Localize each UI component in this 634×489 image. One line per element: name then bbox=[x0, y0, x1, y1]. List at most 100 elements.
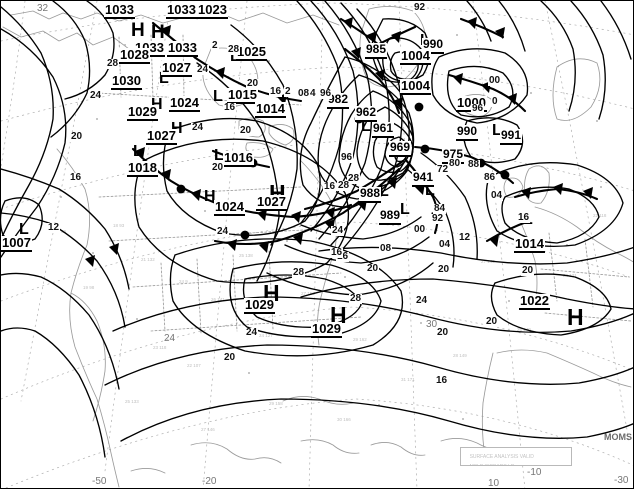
caption-line-1: SURFACE ANALYSIS VALID bbox=[469, 454, 534, 460]
svg-text:29 162: 29 162 bbox=[353, 337, 367, 342]
pressure-value-label: 990 bbox=[456, 125, 479, 141]
isobar-value-label: 24 bbox=[89, 90, 103, 101]
pressure-center-low: L bbox=[133, 143, 143, 160]
isobar-value-label: 20 bbox=[211, 162, 225, 173]
pressure-value-label: 1025 bbox=[236, 44, 267, 61]
isobar-value-label: 80 bbox=[448, 158, 462, 169]
svg-text:18 93: 18 93 bbox=[113, 223, 125, 228]
pressure-value-label: 1022 bbox=[519, 293, 550, 310]
pressure-value-label: 1004 bbox=[400, 78, 431, 95]
pressure-center-low: L bbox=[214, 147, 224, 164]
pressure-value-label: 1014 bbox=[514, 236, 545, 253]
isobar-value-label: 20 bbox=[485, 316, 499, 327]
pressure-value-label: 1016 bbox=[223, 150, 254, 167]
pressure-value-label: 1028 bbox=[119, 47, 150, 64]
isobar-value-label: 32 bbox=[37, 3, 49, 14]
isobar-value-label: 16 bbox=[69, 172, 83, 183]
pressure-center-high: H bbox=[567, 304, 584, 330]
pressure-value-label: 1027 bbox=[256, 194, 287, 211]
svg-text:26 141: 26 141 bbox=[211, 297, 225, 302]
pressure-value-label: 1024 bbox=[169, 95, 200, 112]
svg-text:27 146: 27 146 bbox=[201, 427, 215, 432]
pressure-value-label: 1030 bbox=[111, 73, 142, 90]
isobar-value-label: 16 bbox=[323, 181, 337, 192]
svg-text:24 127: 24 127 bbox=[259, 333, 273, 338]
isobar-value-label: 28 bbox=[106, 58, 120, 69]
pressure-value-label: 1018 bbox=[127, 160, 158, 177]
pressure-value-label: 962 bbox=[355, 106, 378, 122]
isobar-value-label: 04 bbox=[438, 239, 452, 250]
isobar-value-label: 16 bbox=[223, 102, 237, 113]
isobar-value-label: 24 bbox=[331, 225, 345, 236]
corner-tag: MOMS bbox=[604, 432, 632, 442]
svg-text:21 132: 21 132 bbox=[141, 257, 155, 262]
svg-text:23 118: 23 118 bbox=[153, 345, 167, 350]
isobar-value-label: 96 bbox=[471, 103, 485, 114]
pressure-value-label: 982 bbox=[327, 93, 350, 109]
isobar-value-label: 12 bbox=[47, 222, 61, 233]
isobar-value-label: 20 bbox=[366, 263, 380, 274]
isobar-value-label: -30 bbox=[614, 475, 629, 486]
isobar-value-label: 24 bbox=[415, 295, 429, 306]
pressure-value-label: 961 bbox=[372, 122, 395, 138]
svg-text:31 171: 31 171 bbox=[401, 377, 415, 382]
isobar-value-label: 86 bbox=[483, 172, 497, 183]
svg-text:22 107: 22 107 bbox=[187, 363, 201, 368]
isobar-value-label: 16 bbox=[435, 375, 449, 386]
isobar-value-label: 20 bbox=[239, 125, 253, 136]
pressure-value-label: 985 bbox=[365, 43, 388, 59]
isobar-value-label: 92 bbox=[413, 2, 427, 13]
isobar-value-label: 28 bbox=[337, 180, 351, 191]
pressure-value-label: 1023 bbox=[197, 2, 228, 19]
pressure-center-low: L bbox=[230, 48, 240, 65]
pressure-center-low: L bbox=[213, 88, 223, 105]
svg-text:19 98: 19 98 bbox=[83, 285, 95, 290]
isobar-value-label: 24 bbox=[164, 333, 176, 344]
pressure-value-label: 1027 bbox=[161, 60, 192, 77]
isobar-value-label: 24 bbox=[245, 327, 259, 338]
pressure-value-label: 1027 bbox=[146, 128, 177, 145]
pressure-center-low: L bbox=[492, 122, 502, 139]
isobar-value-label: 20 bbox=[223, 352, 237, 363]
isobar-value-label: 2 bbox=[211, 40, 219, 51]
svg-text:25 138: 25 138 bbox=[239, 253, 253, 258]
isobar-value-label: 00 bbox=[413, 224, 427, 235]
pressure-center-low: L bbox=[400, 201, 410, 218]
pressure-value-label: 1033 bbox=[104, 2, 135, 19]
isobar-value-label: 10 bbox=[488, 478, 500, 489]
pressure-value-label: 1014 bbox=[255, 101, 286, 118]
svg-text:27 150: 27 150 bbox=[301, 291, 315, 296]
isobar-value-label: 96 bbox=[340, 152, 354, 163]
isobar-value-label: 00 bbox=[488, 75, 502, 86]
pressure-value-label: 988 bbox=[359, 187, 382, 203]
pressure-value-label: 969 bbox=[389, 141, 412, 157]
isobar-value-label: 28 bbox=[227, 44, 241, 55]
isobar-value-label: 12 bbox=[458, 232, 472, 243]
pressure-center-high: H bbox=[131, 20, 145, 41]
isobar-value-label: -20 bbox=[202, 476, 217, 487]
pressure-value-label: 1029 bbox=[127, 104, 158, 121]
isobar-value-label: 72 bbox=[436, 164, 450, 175]
isobar-value-label: 04 bbox=[490, 190, 504, 201]
pressure-center-high: H bbox=[204, 188, 216, 205]
pressure-center-high: H bbox=[151, 22, 165, 43]
pressure-value-label: 1004 bbox=[400, 48, 431, 65]
isobar-value-label: 20 bbox=[246, 78, 260, 89]
pressure-center-high: H bbox=[151, 97, 163, 113]
isobar-value-label: 16 bbox=[269, 86, 283, 97]
isobar-value-label: 84 bbox=[433, 203, 447, 214]
pressure-value-label: 1024 bbox=[214, 199, 245, 216]
pressure-value-label: 1029 bbox=[244, 297, 275, 314]
pressure-center-high: H bbox=[330, 302, 347, 328]
isobar-value-label: 92 bbox=[431, 213, 445, 224]
isobar-value-label: 96 bbox=[319, 88, 333, 99]
svg-text:29 158: 29 158 bbox=[269, 401, 283, 406]
pressure-value-label: 1029 bbox=[311, 321, 342, 338]
isobar-value-label: 08 bbox=[297, 88, 311, 99]
isobar-value-label: 24 bbox=[191, 122, 205, 133]
isobar-value-label: 88 bbox=[467, 159, 481, 170]
isobar-value-label: 30 bbox=[426, 319, 438, 330]
pressure-center-low: L bbox=[361, 118, 371, 135]
isobar-value-label: 0 bbox=[491, 96, 499, 107]
